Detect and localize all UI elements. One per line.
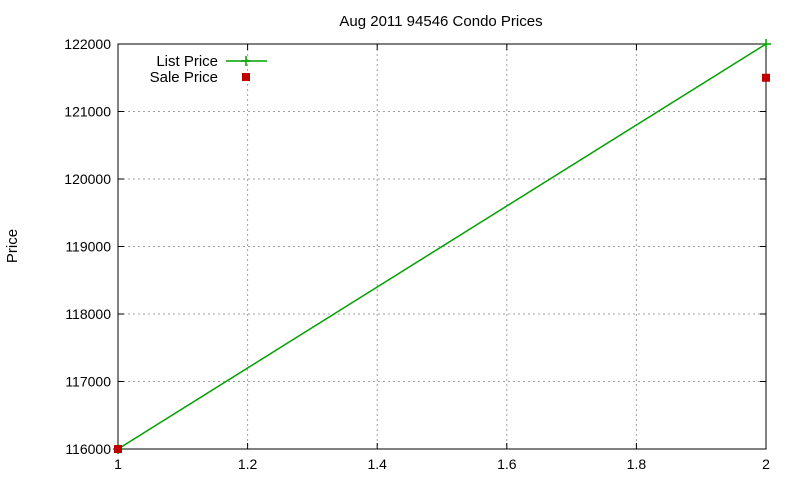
- data-point-sale-price: [114, 445, 122, 453]
- data-point-sale-price: [762, 73, 770, 82]
- y-axis-label: Price: [4, 229, 21, 263]
- legend-label: List Price: [156, 53, 218, 70]
- y-tick-label: 118000: [65, 306, 111, 322]
- y-tick-label: 121000: [64, 104, 111, 120]
- y-tick-label: 122000: [64, 36, 111, 52]
- x-tick-label: 1: [114, 456, 122, 472]
- plot-frame: [117, 43, 767, 450]
- y-tick-label: 119000: [65, 239, 111, 255]
- x-tick-label: 2: [762, 456, 770, 472]
- y-tick-label: 116000: [65, 441, 111, 457]
- series-layer: [113, 39, 771, 454]
- y-tick-label: 120000: [64, 171, 111, 187]
- legend-swatch-marker: [242, 73, 250, 81]
- series-line-list-price: [117, 43, 767, 450]
- legend-swatch-marker: [241, 56, 251, 66]
- legend-item-sale-price: Sale Price: [150, 69, 250, 86]
- x-tick-label: 1.4: [367, 456, 387, 472]
- legend-item-list-price: List Price: [156, 53, 267, 70]
- data-point-list-price: [761, 39, 771, 49]
- legend-label: Sale Price: [150, 69, 218, 86]
- x-tick-label: 1.8: [627, 456, 647, 472]
- chart-title: Aug 2011 94546 Condo Prices: [339, 13, 542, 30]
- x-tick-label: 1.2: [238, 456, 258, 472]
- series-sale-price: [114, 73, 770, 453]
- y-tick-label: 117000: [65, 374, 111, 390]
- x-tick-label: 1.6: [497, 456, 517, 472]
